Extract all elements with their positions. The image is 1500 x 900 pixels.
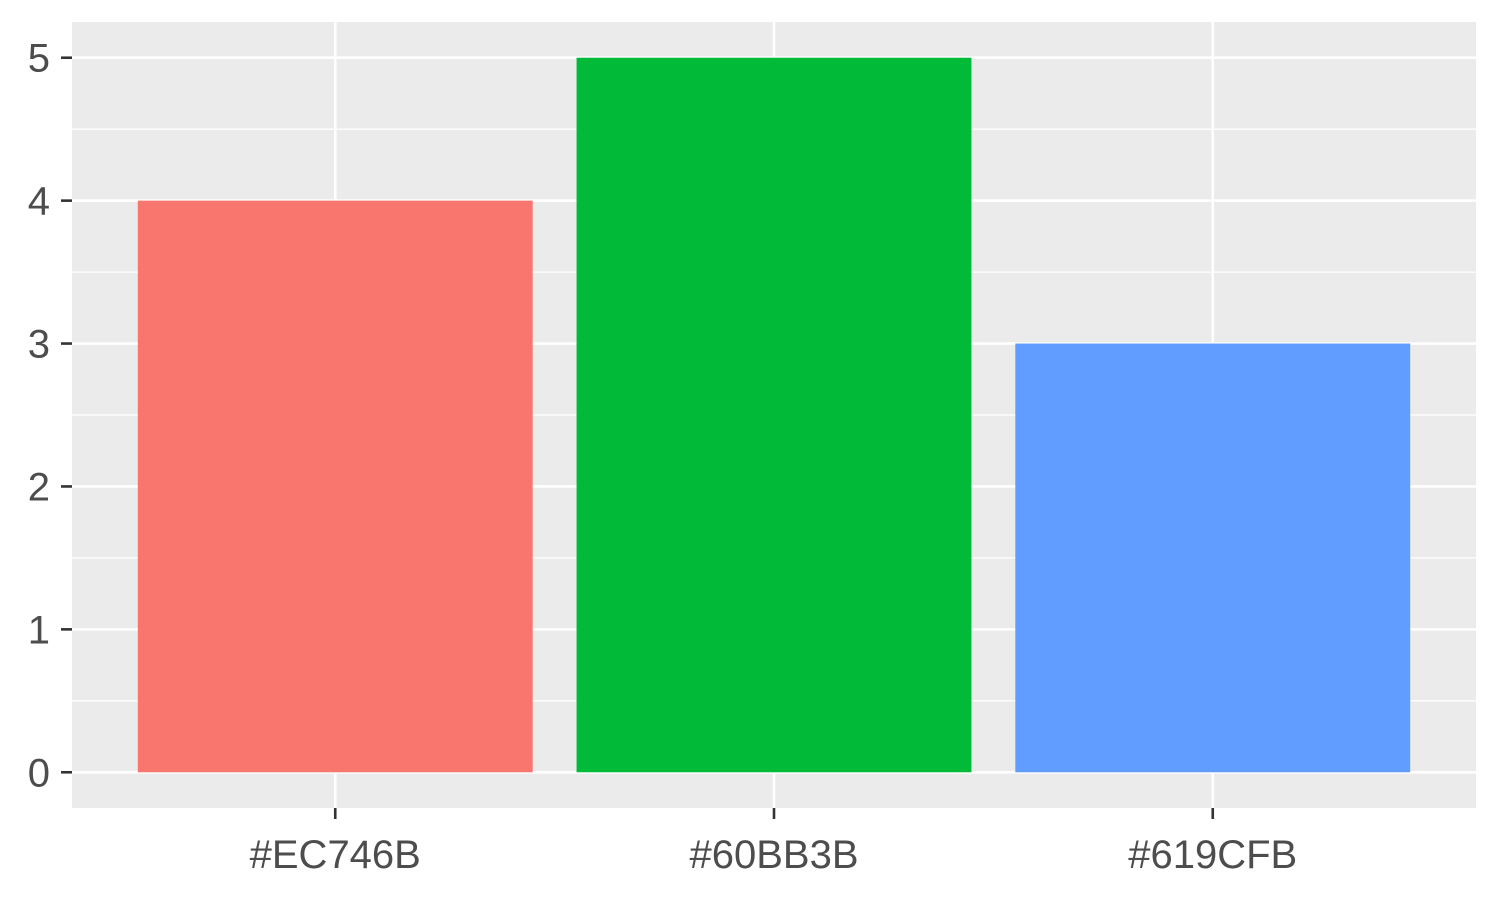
x-axis: #EC746B #60BB3B #619CFB bbox=[250, 808, 1297, 877]
y-axis: 0 1 2 3 4 5 bbox=[28, 37, 72, 795]
x-tick-label: #60BB3B bbox=[689, 833, 858, 877]
bar-2 bbox=[576, 57, 972, 773]
y-tick-label: 0 bbox=[28, 751, 50, 795]
bar-3 bbox=[1015, 343, 1411, 773]
bars bbox=[137, 57, 1411, 773]
y-tick-label: 5 bbox=[28, 37, 50, 81]
y-tick-label: 3 bbox=[28, 323, 50, 367]
y-tick-label: 4 bbox=[28, 180, 50, 224]
bar-1 bbox=[137, 200, 533, 773]
x-tick-label: #619CFB bbox=[1128, 833, 1297, 877]
y-tick-label: 1 bbox=[28, 608, 50, 652]
y-tick-label: 2 bbox=[28, 465, 50, 509]
x-tick-label: #EC746B bbox=[250, 833, 421, 877]
